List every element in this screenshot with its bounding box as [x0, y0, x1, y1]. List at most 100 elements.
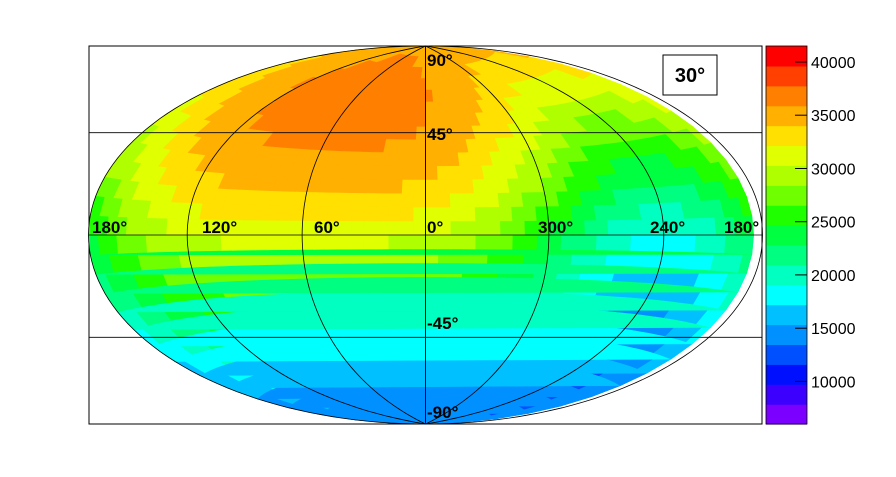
map-cell [219, 234, 233, 251]
map-cell [446, 151, 460, 167]
map-cell [176, 234, 189, 252]
map-cell [327, 191, 343, 207]
map-cell [483, 178, 498, 194]
map-cell [326, 234, 340, 250]
map-cell [350, 234, 364, 250]
map-cell [673, 234, 686, 253]
map-cell [388, 192, 402, 208]
map-cell [401, 165, 415, 180]
map-cell [436, 179, 450, 194]
map-cell [363, 206, 377, 222]
map-cell [474, 206, 488, 222]
map-cell [375, 206, 390, 222]
colorbar-tick-label: 30000 [811, 162, 856, 179]
latitude-label: -45° [427, 314, 459, 333]
map-cell [523, 220, 538, 236]
colorbar-swatch [766, 404, 807, 425]
map-cell [375, 234, 389, 250]
map-cell [400, 192, 414, 208]
map-cell [363, 192, 378, 208]
map-cell [425, 165, 438, 180]
map-cell [499, 220, 513, 236]
map-cell [496, 192, 512, 208]
map-cell [266, 219, 280, 236]
map-cell [693, 217, 706, 236]
colorbar-swatch [766, 65, 807, 87]
longitude-label: 300° [538, 218, 573, 237]
map-cell [266, 205, 282, 221]
annotation-label: 30° [675, 65, 705, 87]
map-cell [583, 219, 597, 236]
map-cell [447, 165, 461, 180]
map-cell [412, 206, 426, 222]
map-cell [115, 234, 128, 254]
longitude-label: 60° [314, 218, 340, 237]
map-cell [266, 234, 280, 251]
map-cell [571, 234, 585, 251]
colorbar-tick-label: 40000 [811, 55, 856, 72]
colorbar-swatch [766, 244, 807, 266]
longitude-label: 0° [427, 218, 443, 237]
map-cell [197, 234, 211, 252]
map-cell [125, 216, 138, 236]
map-cell [390, 165, 404, 180]
map-cell [510, 206, 525, 222]
map-cell [462, 234, 476, 250]
map-cell [387, 220, 402, 236]
latitude-label: 90° [427, 51, 453, 70]
map-cell [135, 217, 148, 236]
map-cell [474, 220, 489, 236]
colorbar-swatch [766, 205, 807, 226]
map-cell [498, 206, 513, 222]
map-cell [425, 179, 438, 194]
map-cell [231, 234, 245, 251]
map-cell [449, 234, 464, 250]
map-cell [362, 234, 377, 250]
map-cell [693, 234, 706, 253]
map-cell [683, 234, 696, 253]
map-cell [425, 152, 438, 167]
colorbar-swatch [766, 105, 807, 127]
map-cell [387, 234, 402, 250]
map-cell [522, 205, 537, 222]
map-cell [662, 234, 675, 252]
map-cell [425, 192, 439, 208]
map-cell [416, 100, 426, 115]
map-cell [145, 234, 158, 253]
map-cell [683, 217, 696, 236]
map-cell [254, 219, 268, 236]
map-cell [351, 192, 366, 208]
colorbar-swatch [766, 324, 807, 346]
map-cell [412, 192, 426, 208]
annotation-box: 30° [662, 54, 718, 96]
map-cell [461, 192, 475, 208]
map-cell [511, 234, 525, 250]
map-cell [412, 234, 426, 250]
map-cell [425, 100, 435, 115]
map-cell [523, 234, 538, 250]
map-cell [242, 219, 256, 236]
map-cell [400, 206, 414, 222]
colorbar-swatch [766, 225, 807, 246]
colorbar-tick-label: 20000 [811, 268, 856, 285]
map-cell [365, 178, 380, 194]
map-cell [449, 220, 464, 236]
map-cell [135, 234, 148, 253]
map-cell [547, 234, 562, 250]
map-cell [242, 234, 256, 251]
map-cell [435, 151, 449, 167]
map-cell [186, 234, 200, 252]
map-cell [412, 220, 426, 236]
map-cell [145, 217, 158, 236]
colorbar-tick-label: 10000 [811, 374, 856, 391]
map-cell [290, 205, 305, 221]
map-cell [487, 234, 501, 250]
map-cell [413, 179, 426, 194]
map-cell [165, 234, 178, 253]
map-cell [391, 151, 405, 167]
colorbar-swatch [766, 384, 807, 405]
colorbar-tick-label: 15000 [811, 321, 856, 338]
map-cell [277, 234, 292, 251]
map-cell [301, 234, 316, 250]
map-cell [132, 327, 712, 347]
